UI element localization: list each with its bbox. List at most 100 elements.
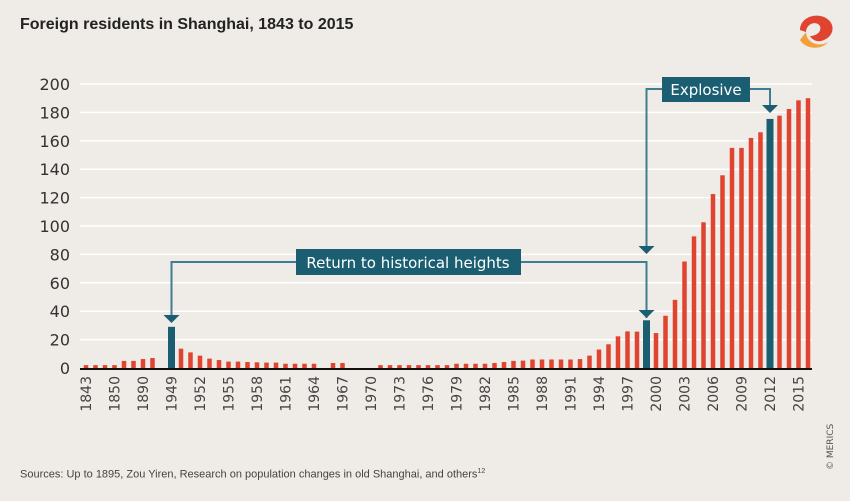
bar: [168, 326, 175, 368]
source-note: Sources: Up to 1895, Zou Yiren, Research…: [20, 468, 485, 481]
bar: [568, 359, 573, 368]
bar: [207, 358, 212, 368]
callout-label: Return to historical heights: [306, 254, 509, 272]
x-tick-label: 2000: [649, 376, 665, 412]
x-tick-label: 1997: [621, 376, 637, 412]
bar: [302, 363, 307, 368]
bar: [587, 355, 592, 368]
bar: [530, 359, 535, 368]
x-tick-label: 1973: [393, 376, 409, 412]
bar: [292, 363, 298, 368]
bar: [140, 359, 146, 368]
bar: [473, 363, 478, 368]
x-tick-label: 1988: [535, 376, 551, 412]
bar: [397, 365, 402, 368]
x-tick-label: 2015: [792, 376, 808, 412]
y-tick-label: 160: [39, 132, 70, 151]
y-tick-label: 140: [39, 160, 70, 179]
bar: [492, 363, 497, 368]
bar: [330, 363, 336, 368]
bar: [102, 365, 108, 368]
bar: [406, 365, 412, 368]
source-text: Sources: Up to 1895, Zou Yiren, Research…: [20, 468, 478, 481]
source-superscript: 12: [477, 468, 486, 475]
x-tick-label: 1982: [478, 376, 494, 412]
bar: [425, 365, 431, 368]
bar: [216, 360, 222, 368]
bar: [577, 359, 583, 368]
x-tick-label: 1994: [592, 376, 608, 412]
bar: [615, 336, 621, 368]
x-tick-label: 1964: [307, 376, 323, 412]
bar: [634, 331, 640, 368]
x-tick-label: 1970: [364, 376, 380, 412]
bar: [710, 194, 716, 368]
x-tick-label: 1949: [165, 376, 181, 412]
callout-box: [662, 77, 750, 102]
y-tick-label: 60: [50, 274, 70, 293]
bar: [739, 147, 744, 368]
bar: [643, 320, 650, 368]
bar: [663, 315, 668, 368]
bar: [340, 363, 345, 368]
bar: [245, 362, 250, 368]
y-tick-label: 80: [50, 245, 70, 264]
bar: [235, 361, 241, 368]
bar: [188, 352, 193, 368]
bar: [254, 362, 260, 368]
x-tick-label: 1952: [193, 376, 209, 412]
x-tick-label: 1991: [564, 376, 580, 412]
bar: [511, 360, 516, 368]
y-tick-label: 0: [60, 359, 70, 378]
bar: [758, 132, 763, 368]
logo: [800, 32, 828, 48]
bar: [273, 362, 279, 368]
bar: [672, 299, 678, 368]
y-tick-label: 200: [39, 75, 70, 94]
chart-title: Foreign residents in Shanghai, 1843 to 2…: [20, 16, 354, 33]
bar: [93, 365, 98, 368]
arrow-down-icon: [638, 246, 655, 254]
bar: [805, 98, 811, 368]
bar: [766, 118, 774, 368]
bar: [463, 363, 469, 368]
y-tick-label: 40: [50, 302, 70, 321]
x-tick-label: 2003: [678, 376, 694, 412]
bar: [435, 365, 440, 368]
y-tick-label: 100: [39, 217, 70, 236]
bar: [720, 175, 725, 368]
bar: [150, 358, 155, 368]
bar: [701, 222, 706, 368]
x-tick-label: 1976: [421, 376, 437, 412]
bar: [283, 363, 288, 368]
bar: [501, 362, 507, 368]
bar: [558, 359, 564, 368]
bar: [625, 331, 630, 368]
bar: [682, 261, 687, 368]
arrow-down-icon: [638, 310, 655, 318]
x-tick-label: 1985: [507, 376, 523, 412]
bar: [653, 333, 659, 368]
x-tick-label: 1890: [136, 376, 152, 412]
logo: [800, 15, 833, 42]
bar: [311, 363, 317, 368]
bar: [112, 365, 117, 368]
bar: [416, 365, 421, 368]
bar: [131, 360, 136, 368]
x-tick-label: 2009: [735, 376, 751, 412]
bar: [454, 363, 459, 368]
y-tick-label: 180: [39, 103, 70, 122]
copyright: © MERICS: [826, 423, 836, 470]
arrow-down-icon: [762, 105, 778, 113]
bar: [121, 360, 127, 368]
x-tick-label: 2006: [706, 376, 722, 412]
callout-box: [296, 249, 521, 275]
bar: [264, 362, 269, 368]
bar: [482, 363, 488, 368]
x-tick-label: 2012: [763, 376, 779, 412]
bar: [387, 365, 393, 368]
bar: [378, 365, 383, 368]
bar: [796, 100, 801, 368]
